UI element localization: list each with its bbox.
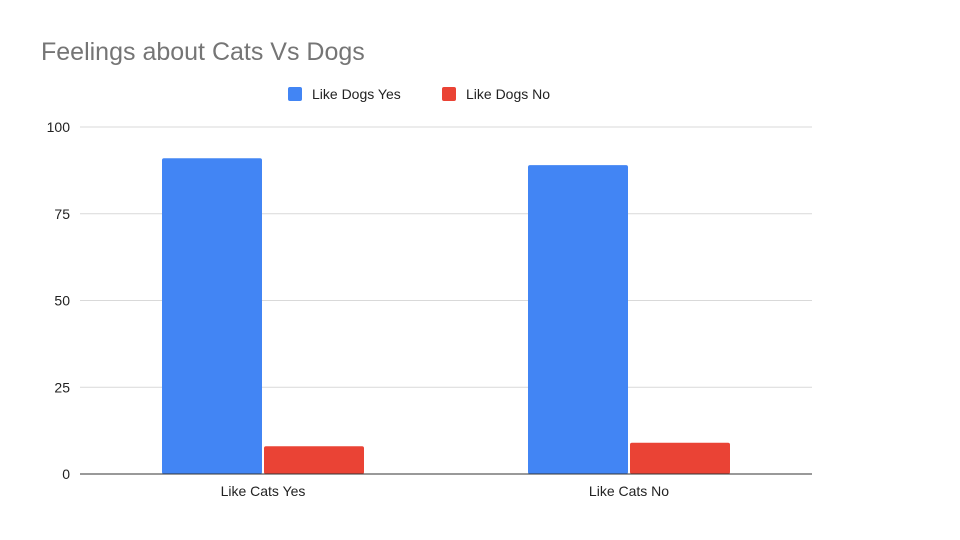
bar-like-dogs-yes-1[interactable] [162, 158, 262, 475]
y-tick-label-25: 25 [54, 379, 70, 395]
y-tick-label-0: 0 [62, 466, 70, 482]
legend: Like Dogs Yes Like Dogs No [0, 84, 960, 104]
bar-like-dogs-no-1[interactable] [264, 446, 364, 474]
bar-like-dogs-no-2[interactable] [630, 442, 730, 474]
legend-item-like-dogs-no[interactable]: Like Dogs No [442, 84, 550, 104]
legend-swatch-like-dogs-yes [288, 87, 302, 101]
axes: 0 25 50 75 100 Like Cats Yes Like Cats No [47, 119, 812, 499]
legend-label-like-dogs-yes: Like Dogs Yes [312, 86, 401, 102]
legend-label-like-dogs-no: Like Dogs No [466, 86, 551, 102]
legend-swatch-like-dogs-no [442, 87, 456, 101]
legend-item-like-dogs-yes[interactable]: Like Dogs Yes [288, 84, 401, 104]
y-tick-label-50: 50 [54, 293, 70, 309]
chart-title: Feelings about Cats Vs Dogs [41, 38, 365, 66]
y-tick-label-75: 75 [54, 206, 70, 222]
x-tick-label-2: Like Cats No [589, 483, 669, 499]
x-tick-label-1: Like Cats Yes [221, 483, 306, 499]
bar-like-dogs-yes-2[interactable] [528, 165, 628, 475]
bars [162, 158, 730, 475]
y-tick-label-100: 100 [47, 119, 71, 135]
